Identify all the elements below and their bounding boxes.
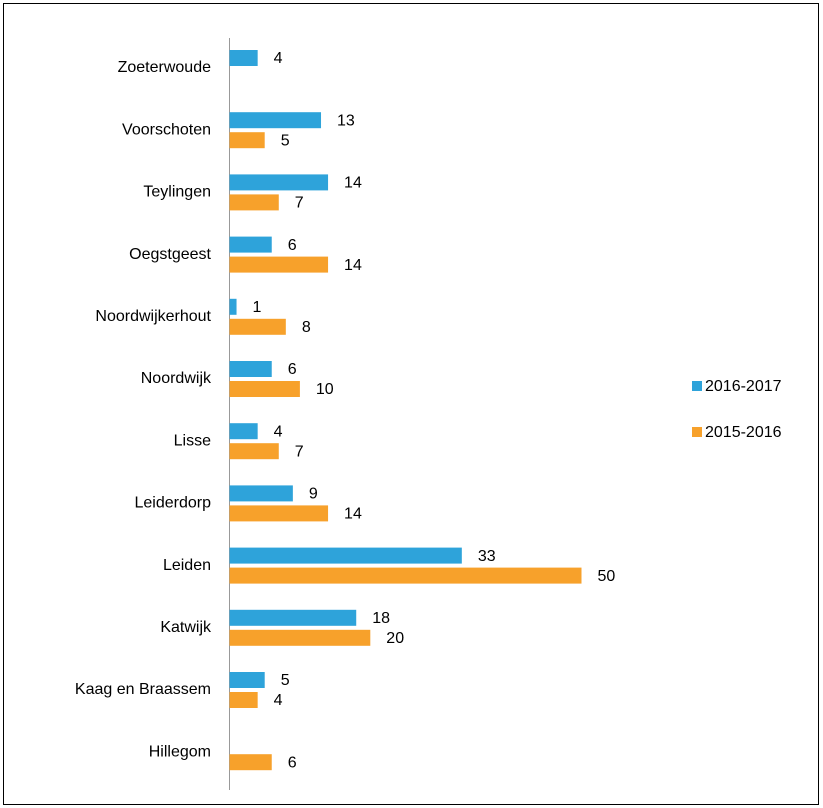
bar [229, 194, 279, 211]
bar [229, 754, 272, 771]
data-label: 50 [598, 568, 616, 585]
y-tick-label: Kaag en Braassem [75, 681, 211, 698]
y-tick-label: Teylingen [143, 184, 211, 201]
data-label: 13 [337, 112, 355, 129]
data-label: 1 [253, 299, 262, 316]
data-label: 4 [274, 423, 283, 440]
data-label: 8 [302, 319, 311, 336]
bar [229, 381, 300, 397]
y-tick-label: Katwijk [160, 619, 212, 636]
data-label: 7 [295, 195, 304, 212]
bar [229, 692, 258, 708]
bar [229, 112, 322, 129]
y-tick-label: Noordwijk [141, 370, 212, 387]
data-label: 6 [288, 754, 297, 771]
y-tick-label: Leiderdorp [135, 495, 212, 512]
bar [229, 485, 293, 502]
legend-swatch [692, 381, 702, 391]
bar [229, 50, 258, 66]
bar [229, 236, 272, 253]
legend-label: 2015-2016 [705, 424, 782, 441]
y-tick-label: Leiden [163, 557, 211, 574]
data-label: 5 [281, 132, 290, 149]
legend-label: 2016-2017 [705, 378, 782, 395]
bar [229, 505, 329, 522]
data-label: 33 [478, 548, 496, 565]
data-label: 14 [344, 506, 362, 523]
y-tick-label: Hillegom [149, 743, 211, 760]
y-tick-label: Lisse [174, 432, 211, 449]
data-label: 4 [274, 50, 283, 67]
data-label: 10 [316, 381, 334, 398]
bar [229, 318, 286, 335]
data-label: 14 [344, 257, 362, 274]
bar [229, 672, 265, 688]
bar [229, 567, 582, 584]
data-label: 20 [386, 630, 404, 647]
bar [229, 132, 265, 149]
data-label: 7 [295, 443, 304, 460]
bar [229, 423, 258, 440]
frame [3, 3, 819, 805]
data-label: 5 [281, 672, 290, 689]
data-label: 6 [288, 237, 297, 254]
bar [229, 256, 329, 273]
bar [229, 609, 357, 626]
bar [229, 361, 272, 377]
y-tick-label: Oegstgeest [129, 246, 211, 263]
bar [229, 174, 329, 191]
y-tick-label: Zoeterwoude [118, 59, 211, 76]
data-label: 6 [288, 361, 297, 378]
data-label: 14 [344, 175, 362, 192]
y-tick-label: Noordwijkerhout [95, 308, 211, 325]
bar [229, 629, 371, 646]
y-tick-label: Voorschoten [122, 121, 211, 138]
data-label: 9 [309, 486, 318, 503]
data-label: 4 [274, 692, 283, 709]
legend-swatch [692, 427, 702, 437]
bar [229, 547, 462, 564]
bar [229, 298, 237, 315]
data-label: 18 [372, 610, 390, 627]
bar [229, 443, 279, 460]
